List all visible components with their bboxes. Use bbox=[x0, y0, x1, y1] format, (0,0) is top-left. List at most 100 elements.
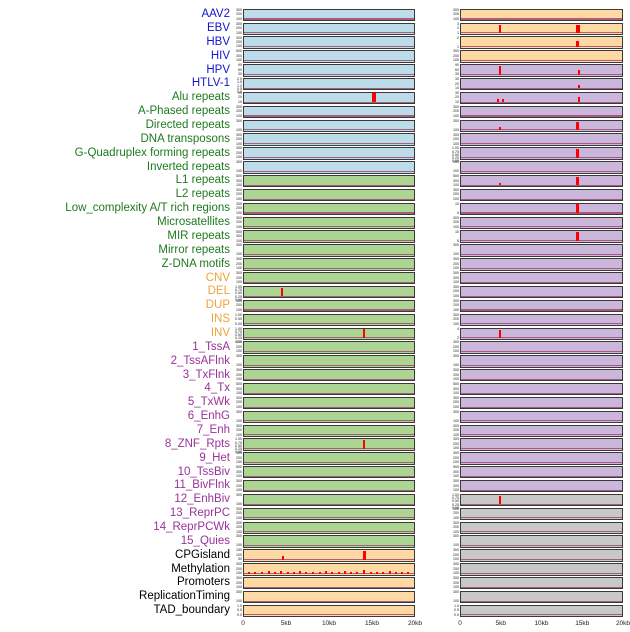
baseline-trace bbox=[461, 212, 622, 214]
track-row: 12_EnhBiv 300 100 1.00 0.75 0.50 0.25 0.00 bbox=[0, 493, 630, 510]
track-panel-left bbox=[243, 563, 415, 576]
y-tick-label: 200 bbox=[453, 53, 459, 58]
y-tick-label: 100 bbox=[236, 210, 242, 215]
baseline-trace bbox=[244, 129, 414, 131]
y-tick-label: 300 bbox=[236, 589, 242, 594]
baseline-trace bbox=[244, 378, 414, 380]
y-tick-label: 200 bbox=[453, 566, 459, 571]
y-tick-label: 0.50 bbox=[452, 499, 459, 504]
y-axis-ticks: 300 200 100 bbox=[232, 188, 243, 201]
track-row: 8_ZNF_Rpts 1.00 0.75 0.50 0.25 0.00 300 200 100 bbox=[0, 437, 630, 455]
y-tick-label: 300 bbox=[236, 340, 242, 345]
y-tick-label: 10 bbox=[238, 99, 242, 104]
y-axis-ticks: 300 100 bbox=[415, 119, 460, 132]
y-tick-label: 200 bbox=[236, 400, 242, 405]
track-row: Directed repeats 300 100 300 100 bbox=[0, 119, 630, 133]
track-panel-right bbox=[460, 576, 623, 590]
baseline-trace bbox=[461, 448, 622, 450]
y-tick-label: 100 bbox=[236, 30, 242, 35]
track-panel-left bbox=[243, 604, 415, 618]
track-panel-right bbox=[460, 202, 623, 216]
y-tick-label: 100 bbox=[236, 363, 242, 368]
y-tick-label: 500 bbox=[236, 229, 242, 234]
baseline-trace bbox=[461, 337, 622, 339]
y-tick-label: 300 bbox=[236, 7, 242, 12]
y-tick-label: 0.00 bbox=[452, 505, 459, 510]
y-tick-label: 300 bbox=[453, 409, 459, 414]
baseline-trace bbox=[461, 281, 622, 283]
y-tick-label: 60 bbox=[455, 67, 459, 72]
x-axis-panel: 0 5kb 10kb 15kb 20kb bbox=[241, 618, 422, 632]
track-panel-right bbox=[460, 78, 623, 91]
baseline-trace bbox=[461, 406, 622, 408]
track-label: TAD_boundary bbox=[153, 604, 231, 617]
y-axis-ticks: 300 200 100 bbox=[415, 437, 460, 451]
baseline-trace bbox=[244, 101, 414, 103]
baseline-trace bbox=[461, 489, 622, 491]
x-tick-label: 5kb bbox=[280, 619, 292, 627]
y-tick-label: 200 bbox=[236, 580, 242, 585]
y-tick-label: 100 bbox=[453, 543, 459, 548]
track-panel-right bbox=[460, 285, 623, 299]
baseline-trace bbox=[461, 420, 622, 422]
track-panel-right bbox=[460, 313, 623, 327]
track-label: DUP bbox=[205, 299, 230, 312]
y-axis-ticks: 300 200 100 bbox=[232, 479, 243, 492]
y-tick-label: 100 bbox=[453, 349, 459, 354]
baseline-trace bbox=[244, 434, 414, 436]
track-label: HIV bbox=[210, 49, 230, 62]
baseline-trace bbox=[461, 198, 622, 200]
y-tick-label: 100 bbox=[236, 390, 242, 395]
baseline-trace bbox=[461, 351, 622, 353]
baseline-trace bbox=[244, 295, 414, 297]
y-tick-label: 300 bbox=[236, 201, 242, 206]
baseline-trace bbox=[461, 392, 622, 394]
y-tick-label: 100 bbox=[236, 155, 242, 160]
y-tick-label: 300 bbox=[453, 451, 459, 456]
data-spike bbox=[388, 571, 391, 574]
y-tick-label: 100 bbox=[453, 418, 459, 423]
y-tick-label: 200 bbox=[236, 40, 242, 45]
y-tick-label: 200 bbox=[236, 26, 242, 31]
y-tick-label: 100 bbox=[236, 127, 242, 132]
y-tick-label: 100 bbox=[236, 141, 242, 146]
y-axis-ticks: 300 200 100 bbox=[232, 271, 243, 284]
data-spike bbox=[363, 440, 365, 449]
y-axis-ticks: 300 200 100 bbox=[415, 451, 460, 464]
baseline-trace bbox=[244, 267, 414, 269]
y-tick-label: 20 bbox=[455, 81, 459, 86]
y-tick-label: 0.0 bbox=[237, 90, 242, 95]
track-panel-right bbox=[460, 299, 623, 313]
y-tick-label: 300 bbox=[453, 49, 459, 54]
y-tick-label: 100 bbox=[453, 307, 459, 312]
data-spike bbox=[293, 572, 296, 574]
y-tick-label: 0.25 bbox=[452, 502, 459, 507]
y-tick-label: 300 bbox=[236, 146, 242, 151]
y-axis-ticks: 300 200 100 bbox=[415, 479, 460, 492]
y-tick-label: 300 bbox=[236, 104, 242, 109]
baseline-trace bbox=[244, 586, 414, 588]
data-spike bbox=[267, 571, 270, 574]
y-tick-label: 100 bbox=[453, 127, 459, 132]
track-label: HBV bbox=[206, 35, 230, 48]
track-row: HPV 90 60 30 90 60 30 bbox=[0, 63, 630, 77]
y-axis-ticks: 1.00 0.75 0.50 0.25 0.00 bbox=[232, 438, 243, 455]
baseline-trace bbox=[244, 517, 414, 519]
track-panel-right bbox=[460, 382, 623, 396]
y-tick-label: 100 bbox=[453, 280, 459, 285]
y-tick-label: 200 bbox=[236, 137, 242, 142]
track-panel-right bbox=[460, 175, 623, 188]
track-panel-right bbox=[460, 355, 623, 368]
track-row: AAV2 300 200 100 300 200 100 bbox=[0, 8, 630, 22]
y-axis-ticks: 500 300 100 bbox=[232, 174, 243, 187]
y-tick-label: 300 bbox=[453, 437, 459, 442]
track-row: Alu repeats 30 20 10 30 20 10 bbox=[0, 91, 630, 105]
y-tick-label: 300 bbox=[236, 368, 242, 373]
y-axis-ticks: 300 200 100 bbox=[232, 7, 243, 21]
track-panel-right bbox=[460, 272, 623, 285]
track-panel-left bbox=[243, 202, 415, 216]
baseline-trace bbox=[461, 503, 622, 505]
y-tick-label: 100 bbox=[453, 557, 459, 562]
track-panel-left bbox=[243, 452, 415, 465]
track-panel-right bbox=[460, 466, 623, 479]
